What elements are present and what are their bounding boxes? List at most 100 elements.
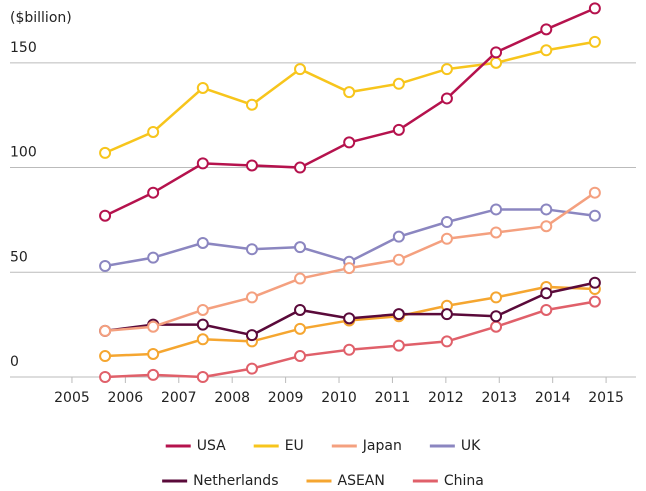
point [147,186,160,199]
point [588,2,601,15]
point [196,333,209,346]
point [343,136,356,149]
legend-label: China [444,473,484,489]
line [104,7,596,217]
y-tick-label: 50 [10,249,28,265]
y-tick-label: 150 [10,40,37,56]
point [440,232,453,245]
series [99,35,601,159]
point [99,324,112,337]
point [540,287,553,300]
point [588,186,601,199]
point [343,312,356,325]
point [588,295,601,308]
point [490,320,503,333]
legend-item: EU [253,438,304,454]
x-tick-label: 2014 [535,390,571,406]
x-tick-label: 2015 [588,390,624,406]
point [490,46,503,59]
point [540,203,553,216]
x-tick-label: 2006 [108,390,144,406]
series [99,203,601,272]
point [294,322,307,335]
legend-item: China [412,473,484,489]
point [294,241,307,254]
point [392,339,405,352]
point [196,318,209,331]
point [540,220,553,233]
point [99,146,112,159]
point [440,335,453,348]
point [99,259,112,272]
point [540,303,553,316]
series [99,186,601,337]
point [343,343,356,356]
x-tick-label: 2007 [161,390,197,406]
point [196,81,209,94]
point [196,157,209,170]
point [588,35,601,48]
point [490,203,503,216]
point [294,63,307,76]
point [245,243,258,256]
point [99,371,112,383]
point [392,308,405,321]
point [392,253,405,266]
legend-label: Netherlands [193,473,278,489]
legend-item: UK [429,438,481,454]
y-axis-label: ($billion) [10,10,72,26]
point [99,350,112,363]
point [294,272,307,285]
legend-item: USA [165,438,226,454]
legend-label: USA [197,438,226,454]
point [99,209,112,222]
point [196,303,209,316]
legend-label: ASEAN [337,473,384,489]
point [245,329,258,342]
point [294,350,307,363]
point [440,308,453,321]
point [490,291,503,304]
series [99,276,601,342]
x-tick-label: 2005 [54,390,90,406]
point [147,368,160,381]
point [490,310,503,323]
point [392,77,405,90]
point [392,123,405,136]
series [99,295,601,383]
x-tick-label: 2009 [268,390,304,406]
point [440,63,453,76]
point [147,251,160,264]
point [392,230,405,243]
point [294,303,307,316]
point [490,56,503,69]
point [343,262,356,275]
x-tick-label: 2011 [375,390,411,406]
point [588,276,601,289]
legend-label: EU [285,438,304,454]
point [196,371,209,383]
legend-item: Japan [331,438,402,454]
point [440,216,453,229]
point [540,23,553,36]
line [104,281,596,337]
point [245,159,258,172]
point [245,291,258,304]
point [147,125,160,138]
point [588,209,601,222]
y-tick-label: 100 [10,145,37,161]
x-tick-label: 2012 [428,390,464,406]
x-tick-label: 2010 [321,390,357,406]
legend-item: Netherlands [162,473,278,489]
point [245,98,258,111]
point [343,86,356,99]
point [196,236,209,249]
legend-label: Japan [362,438,402,454]
point [440,92,453,105]
point [540,44,553,57]
y-tick-label: 0 [10,354,19,370]
series [99,2,601,222]
point [245,362,258,375]
x-tick-label: 2008 [214,390,250,406]
